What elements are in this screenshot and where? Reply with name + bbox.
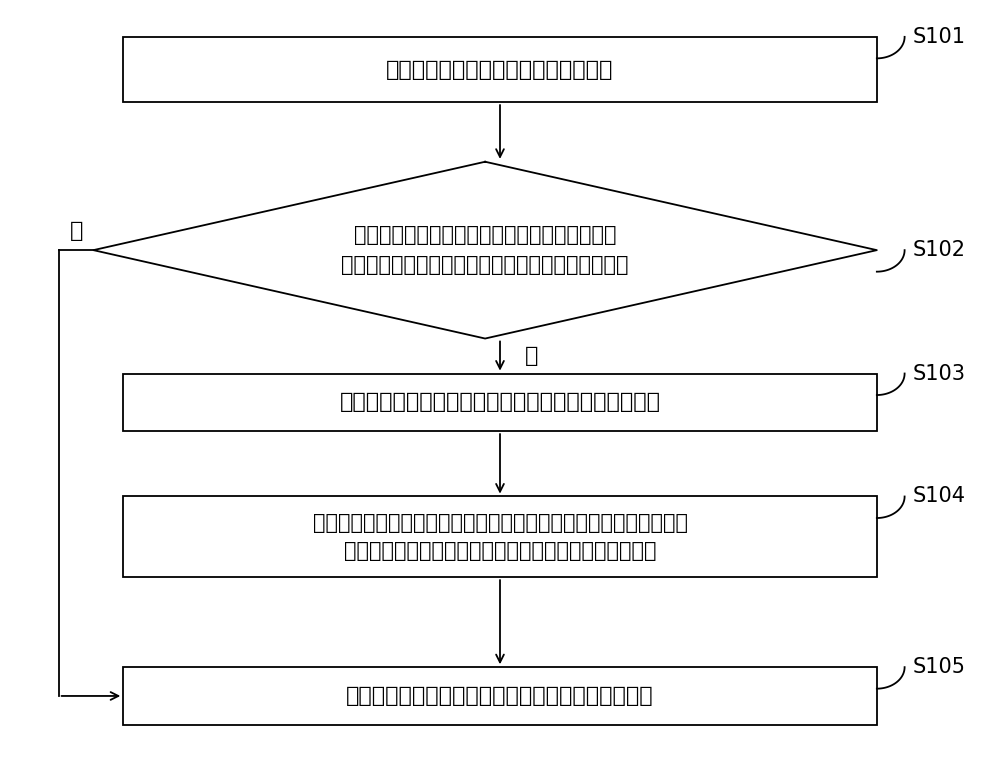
FancyBboxPatch shape xyxy=(123,37,877,102)
FancyBboxPatch shape xyxy=(123,667,877,725)
Text: S101: S101 xyxy=(913,27,966,47)
Text: S102: S102 xyxy=(913,240,966,260)
Text: 将该预设数据传输控制开关由连接状态切换到断开状态: 将该预设数据传输控制开关由连接状态切换到断开状态 xyxy=(340,392,660,413)
Text: 否: 否 xyxy=(525,346,538,366)
FancyBboxPatch shape xyxy=(123,374,877,431)
Text: 保持预设数据传输控制开关的工作状态处于连接状态: 保持预设数据传输控制开关的工作状态处于连接状态 xyxy=(346,686,654,706)
Text: 若检测出该预设数据传输控制开关的工作状态为
连接状态，则检测终端是否进行预设类别的数据传输: 若检测出该预设数据传输控制开关的工作状态为 连接状态，则检测终端是否进行预设类别… xyxy=(341,225,629,275)
Text: 是: 是 xyxy=(70,221,83,241)
Text: 根据该断开状态，触发终端将通用串行总线接口的识别引脚设置成输
出为低电平的通用输入输出接口模式，以对终端进行充电: 根据该断开状态，触发终端将通用串行总线接口的识别引脚设置成输 出为低电平的通用输… xyxy=(313,513,688,561)
Text: S105: S105 xyxy=(913,657,966,677)
FancyBboxPatch shape xyxy=(123,497,877,577)
Text: S103: S103 xyxy=(913,364,966,384)
Text: 检测预设数据传输控制开关的工作状态: 检测预设数据传输控制开关的工作状态 xyxy=(386,60,614,79)
Text: S104: S104 xyxy=(913,486,966,507)
